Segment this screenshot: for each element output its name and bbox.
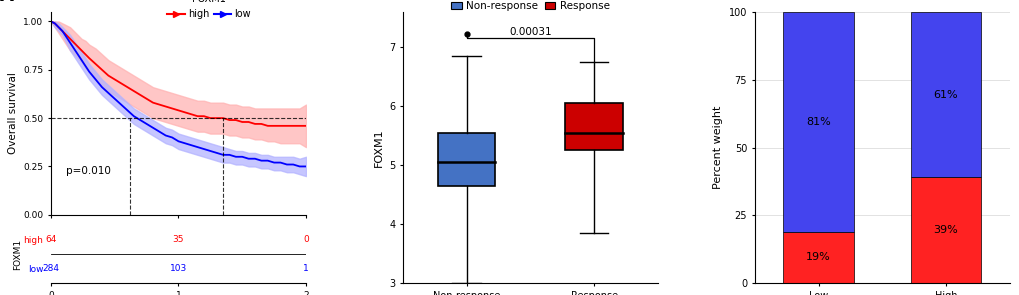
Y-axis label: Overall survival: Overall survival — [8, 72, 17, 154]
Legend: Non-response, Response: Non-response, Response — [446, 0, 613, 15]
Y-axis label: FOXM1: FOXM1 — [373, 128, 383, 167]
Text: 0.00031: 0.00031 — [508, 27, 551, 37]
Y-axis label: Percent weight: Percent weight — [712, 106, 722, 189]
Text: 103: 103 — [170, 264, 186, 273]
Bar — [783, 12, 853, 232]
Text: 0: 0 — [303, 235, 309, 244]
Text: 64: 64 — [45, 235, 57, 244]
Bar — [910, 177, 980, 283]
Bar — [783, 232, 853, 283]
Text: 61%: 61% — [932, 90, 958, 100]
Text: 39%: 39% — [932, 225, 958, 235]
Text: 19%: 19% — [805, 253, 830, 263]
Text: p=0.010: p=0.010 — [66, 166, 111, 176]
Bar — [565, 103, 623, 150]
Text: 81%: 81% — [805, 117, 830, 127]
Bar — [910, 12, 980, 177]
Text: 284: 284 — [43, 264, 59, 273]
Y-axis label: FOXM1: FOXM1 — [13, 239, 22, 270]
Bar — [437, 133, 495, 186]
Legend: high, low: high, low — [163, 0, 255, 23]
Text: 1: 1 — [303, 264, 309, 273]
Text: 35: 35 — [172, 235, 184, 244]
Text: A: A — [0, 0, 14, 5]
